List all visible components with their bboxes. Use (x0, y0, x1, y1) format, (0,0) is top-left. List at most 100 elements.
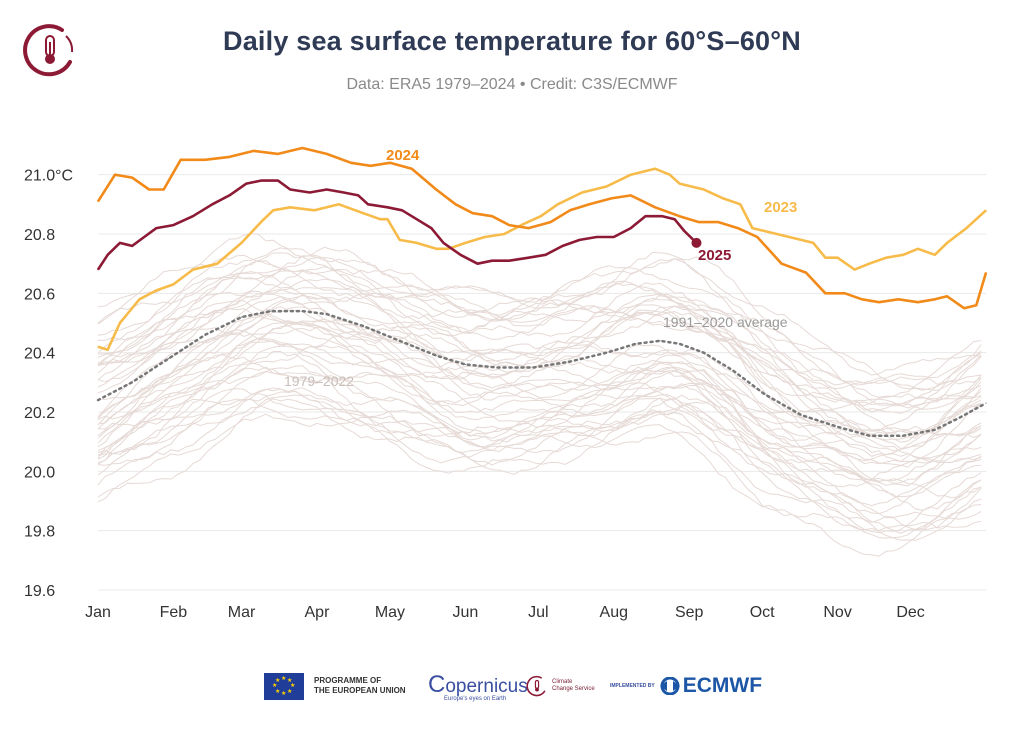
data-point (751, 227, 754, 229)
label-2025: 2025 (698, 247, 731, 264)
data-point (369, 165, 372, 167)
historical-year-line (97, 233, 982, 376)
data-point (557, 203, 559, 205)
series-labels: 2024 2023 2025 1991–2020 average 1979–2022 (284, 147, 797, 389)
data-point (168, 358, 170, 360)
data-point (698, 221, 700, 223)
data-point (965, 227, 968, 229)
data-point (678, 343, 681, 345)
historical-year-line (97, 398, 982, 531)
historical-year-line (97, 278, 982, 410)
data-point (703, 352, 705, 354)
historical-year-line (97, 277, 982, 407)
data-point (844, 292, 846, 294)
historical-lines (97, 233, 982, 557)
data-point (107, 254, 109, 256)
x-tick-label: Jul (528, 604, 548, 621)
chart-title: Daily sea surface temperature for 60°S–6… (223, 26, 801, 56)
eu-flag-icon: ★ ★ ★ ★ ★ ★ ★ ★ (264, 672, 304, 700)
data-point (532, 366, 535, 369)
data-point (240, 316, 243, 318)
data-point (119, 242, 121, 244)
data-point (464, 363, 466, 366)
series-end-marker-2025 (691, 237, 702, 248)
data-point (985, 272, 987, 274)
data-point (131, 177, 133, 179)
data-point (674, 218, 676, 220)
data-point (386, 206, 389, 208)
data-point (868, 263, 870, 265)
data-point (569, 209, 571, 211)
data-point (131, 245, 133, 247)
c3s-line2: Change Service (552, 686, 595, 692)
c3s-logo-icon (23, 24, 74, 77)
data-point (868, 435, 870, 437)
data-point (484, 236, 486, 238)
data-point (630, 194, 632, 196)
historical-year-line (97, 288, 982, 434)
data-point (211, 203, 213, 205)
historical-year-line (97, 388, 982, 523)
label-1991-2020-average: 1991–2020 average (663, 314, 788, 330)
data-point (764, 393, 766, 395)
historical-year-line (97, 305, 982, 452)
historical-year-line (98, 257, 982, 391)
data-point (917, 248, 919, 250)
data-point (97, 200, 99, 202)
data-point (416, 218, 418, 220)
data-point (934, 429, 936, 431)
data-point (301, 147, 303, 149)
y-tick-label: 19.8 (24, 524, 55, 541)
data-point (946, 242, 948, 244)
data-point (579, 239, 581, 241)
data-point (416, 242, 418, 244)
data-point (549, 221, 552, 223)
data-point (975, 304, 977, 306)
data-point (963, 307, 965, 309)
series-line-2024 (96, 146, 988, 310)
data-point (739, 203, 741, 205)
data-point (192, 215, 194, 217)
data-point (737, 227, 739, 229)
data-point (776, 233, 778, 235)
data-point (114, 174, 116, 176)
data-point (143, 236, 145, 238)
data-point (610, 197, 612, 199)
x-tick-label: Feb (160, 604, 188, 621)
historical-year-line (97, 365, 982, 511)
data-point (155, 289, 157, 291)
c3s-small-icon (526, 675, 546, 697)
data-point (107, 349, 109, 351)
data-point (350, 162, 352, 164)
data-point (270, 310, 272, 312)
data-point (253, 150, 255, 152)
historical-year-line (97, 290, 982, 432)
data-point (155, 227, 157, 229)
implemented-by-label: IMPLEMENTED BY (610, 683, 655, 689)
data-point (216, 263, 218, 265)
data-point (540, 215, 542, 217)
data-point (301, 310, 303, 312)
data-point (897, 298, 900, 300)
data-point (854, 269, 856, 271)
data-point (613, 236, 615, 238)
label-1979-2022: 1979–2022 (284, 373, 354, 389)
x-tick-label: Oct (750, 604, 775, 621)
data-point (861, 298, 863, 300)
data-point (678, 183, 681, 185)
data-point (717, 221, 720, 223)
data-point (245, 183, 247, 185)
historical-year-line (97, 322, 982, 464)
data-point (260, 180, 262, 182)
data-point (277, 153, 279, 155)
y-tick-label: 20.4 (24, 346, 55, 363)
data-point (228, 156, 230, 158)
data-point (605, 185, 608, 188)
ecmwf-arrows-icon (659, 677, 680, 695)
data-point (204, 159, 206, 161)
data-point (313, 209, 316, 211)
data-point (654, 168, 656, 170)
y-tick-label: 20.2 (24, 405, 55, 422)
data-point (934, 254, 936, 256)
data-point (338, 203, 340, 205)
